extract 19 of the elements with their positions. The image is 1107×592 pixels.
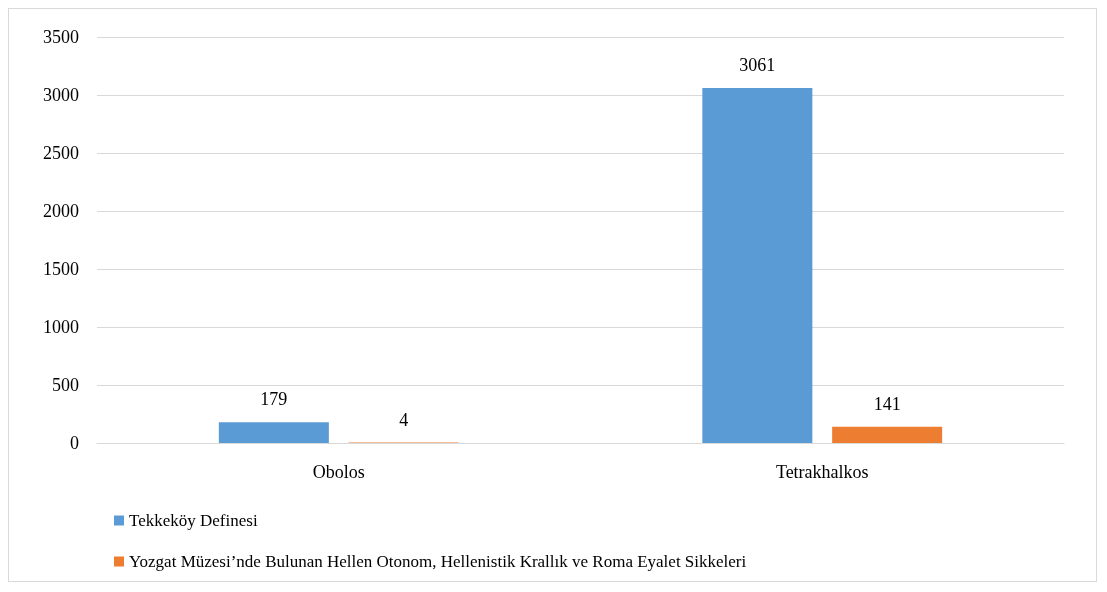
y-tick-label: 1500 <box>43 259 79 279</box>
y-tick-label: 2000 <box>43 201 79 221</box>
legend-label: Yozgat Müzesi’nde Bulunan Hellen Otonom, Hellenistik Krallık ve Roma Eyalet Sikkeleri <box>129 552 747 571</box>
y-tick-label: 500 <box>52 375 79 395</box>
y-tick-label: 2500 <box>43 143 79 163</box>
bar <box>702 87 813 443</box>
bar <box>832 426 943 443</box>
data-label: 141 <box>873 393 901 414</box>
data-label: 4 <box>399 409 409 430</box>
y-tick-label: 3500 <box>43 27 79 47</box>
x-tick-label: Obolos <box>312 462 365 482</box>
legend-label: Tekkeköy Definesi <box>129 511 258 530</box>
bar <box>218 422 329 443</box>
y-tick-label: 3000 <box>43 85 79 105</box>
data-label: 3061 <box>739 54 776 75</box>
data-label: 179 <box>260 389 288 410</box>
y-tick-label: 1000 <box>43 317 79 337</box>
y-tick-label: 0 <box>70 433 79 453</box>
x-tick-label: Tetrakhalkos <box>775 462 869 482</box>
